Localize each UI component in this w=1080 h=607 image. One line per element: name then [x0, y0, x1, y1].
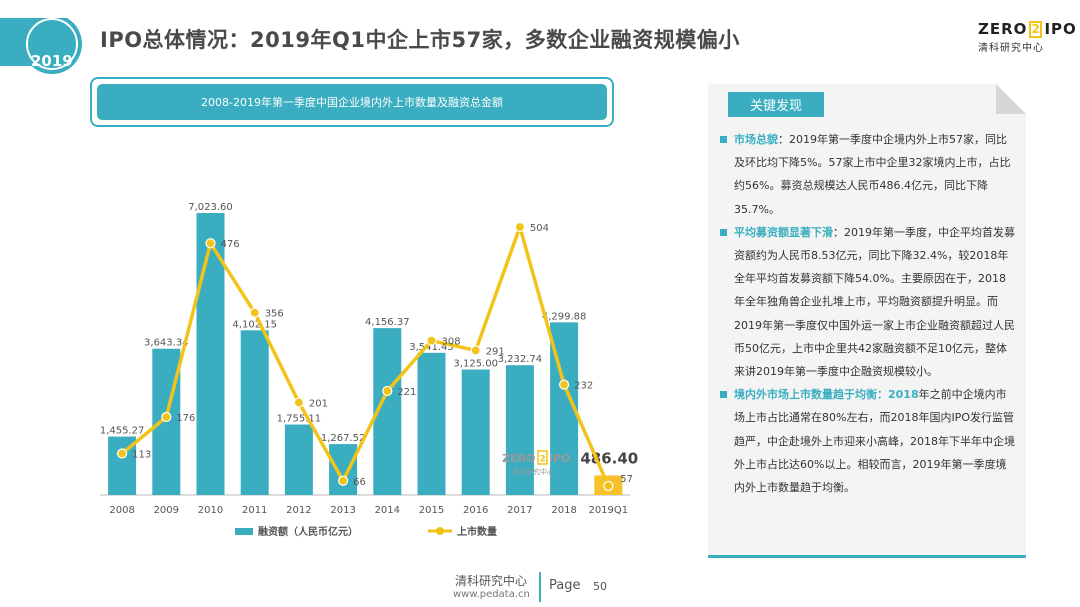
line-label-2014: 221 — [397, 387, 416, 398]
key-findings-title: 关键发现 — [728, 92, 825, 117]
bar-label-2011: 4,102.15 — [232, 319, 277, 330]
footer-page-label: Page — [549, 578, 581, 593]
line-point-2008 — [116, 448, 128, 459]
legend-bar-label: 融资额（人民币亿元） — [258, 525, 358, 538]
bar-label-2012: 1,755.11 — [277, 414, 322, 425]
watermark-text-mid: 2 — [540, 455, 546, 465]
x-tick-2009: 2009 — [154, 505, 179, 516]
line-point-2015 — [426, 335, 437, 346]
finding-highlight: ：2018 — [877, 388, 919, 402]
x-tick-2011: 2011 — [242, 505, 267, 516]
line-point-2009 — [161, 411, 172, 423]
chart-title: 2008-2019年第一季度中国企业境内外上市数量及融资总金额 — [97, 84, 607, 120]
panel-bottom-rule — [708, 555, 1026, 558]
line-label-2011: 356 — [265, 309, 284, 320]
page-fold-icon — [996, 84, 1026, 114]
bar-label-2019Q1: 486.40 — [580, 449, 638, 467]
bar-label-2018: 4,299.88 — [542, 311, 587, 322]
bar-2010 — [196, 213, 225, 495]
year-label: 2019 — [31, 52, 73, 70]
x-tick-2012: 2012 — [286, 505, 311, 516]
line-label-2019Q1: 57 — [620, 474, 633, 485]
x-tick-2016: 2016 — [463, 505, 488, 516]
watermark-box — [537, 450, 548, 465]
watermark-text-left: ZERO — [502, 452, 535, 465]
bar-2017 — [505, 365, 534, 495]
line-point-2018 — [558, 379, 570, 390]
bar-label-2010: 7,023.60 — [188, 202, 233, 213]
ipo-combo-chart: ZERO 2 IPO 清科研究中心 1,455.27 3,643.34 7,023.60 4,… — [100, 202, 640, 538]
year-badge: 2019 — [0, 18, 86, 74]
bar-label-2017: 3,232.74 — [498, 354, 543, 365]
line-point-2011 — [249, 307, 260, 318]
finding-market-overview: 市场总貌：2019年第一季度中企境内外上市57家，同比及环比均下降5%。57家上… — [720, 128, 1016, 221]
footer-org: 清科研究中心 — [455, 574, 528, 588]
line-label-2010: 476 — [221, 239, 240, 250]
square-bullet-icon — [720, 136, 727, 143]
line-label-2012: 201 — [309, 399, 328, 410]
bar-2011 — [240, 330, 269, 495]
logo-subtitle: 清科研究中心 — [978, 43, 1044, 54]
line-label-2013: 66 — [353, 477, 366, 488]
line-point-2016 — [470, 345, 481, 356]
x-tick-2013: 2013 — [330, 505, 355, 516]
line-point-2019Q1 — [603, 480, 614, 492]
line-label-2008: 113 — [132, 450, 151, 461]
bar-label-2015: 3,541.45 — [409, 342, 454, 353]
bar-2013 — [329, 444, 358, 495]
x-tick-2008: 2008 — [109, 505, 134, 516]
square-bullet-icon — [720, 228, 727, 236]
finding-body: 年之前中企境内市场上市占比通常在80%左右，而2018年国内IPO发行监管趋严，… — [734, 388, 1015, 495]
footer-url: www.pedata.cn — [453, 589, 530, 600]
line-label-2009: 176 — [176, 413, 195, 424]
line-point-2012 — [293, 397, 304, 408]
key-findings-panel: 关键发现 市场总貌：2019年第一季度中企境内外上市57家，同比及环比均下降5%… — [708, 84, 1026, 558]
bar-label-2008: 1,455.27 — [100, 426, 145, 437]
finding-head: 境内外市场上市数量趋于均衡 — [734, 388, 877, 402]
x-tick-2019Q1: 2019Q1 — [588, 505, 628, 516]
line-point-2013 — [338, 475, 349, 486]
line-listing-count — [120, 225, 610, 487]
footer-divider — [539, 572, 541, 602]
line-label-2018: 232 — [574, 381, 593, 392]
line-label-2016: 291 — [486, 346, 505, 357]
legend-line-label: 上市数量 — [457, 525, 497, 538]
chart-title-box: 2008-2019年第一季度中国企业境内外上市数量及融资总金额 — [90, 77, 614, 127]
finding-body: ：2019年第一季度，中企平均首发募资额约为人民币8.53亿元，同比下降32.4… — [734, 225, 1015, 379]
footer-page-number: 50 — [593, 580, 607, 593]
finding-body: ：2019年第一季度中企境内外上市57家，同比及环比均下降5%。57家上市中企里… — [734, 133, 1011, 216]
zero2ipo-logo: ZERO 2 IPO 清科研究中心 — [978, 20, 1076, 60]
line-label-2017: 504 — [530, 223, 549, 234]
finding-head: 平均募资额显著下滑 — [734, 225, 833, 239]
x-tick-2018: 2018 — [551, 505, 576, 516]
legend-bar-swatch — [235, 528, 253, 535]
finding-avg-fundraising: 平均募资额显著下滑：2019年第一季度，中企平均首发募资额约为人民币8.53亿元… — [720, 221, 1016, 383]
finding-market-balance: 境内外市场上市数量趋于均衡：2018年之前中企境内市场上市占比通常在80%左右，… — [720, 383, 1016, 499]
logo-text-left: ZERO — [978, 20, 1028, 38]
line-label-2015: 308 — [442, 337, 461, 348]
watermark-text-right: IPO — [549, 452, 571, 465]
bar-label-2013: 1,267.52 — [321, 433, 366, 444]
watermark-subtitle: 清科研究中心 — [512, 467, 554, 476]
square-bullet-icon — [720, 391, 727, 399]
x-tick-2015: 2015 — [419, 505, 444, 516]
logo-text-right: IPO — [1044, 20, 1077, 38]
logo-text-mid: 2 — [1029, 20, 1043, 38]
bar-2012 — [284, 424, 313, 495]
bar-2015 — [417, 352, 446, 495]
bar-2016 — [461, 369, 490, 495]
line-point-2010 — [205, 238, 216, 249]
finding-head: 市场总貌 — [734, 133, 778, 146]
x-tick-2017: 2017 — [507, 505, 532, 516]
page-title: IPO总体情况：2019年Q1中企上市57家，多数企业融资规模偏小 — [100, 28, 740, 52]
legend-line-marker — [436, 527, 444, 535]
bar-label-2016: 3,125.00 — [453, 359, 498, 370]
line-point-2014 — [382, 385, 393, 397]
x-tick-2014: 2014 — [375, 505, 400, 516]
bar-label-2014: 4,156.37 — [365, 317, 410, 328]
bar-label-2009: 3,643.34 — [144, 338, 189, 349]
x-tick-2010: 2010 — [198, 505, 223, 516]
line-point-2017 — [514, 221, 526, 233]
